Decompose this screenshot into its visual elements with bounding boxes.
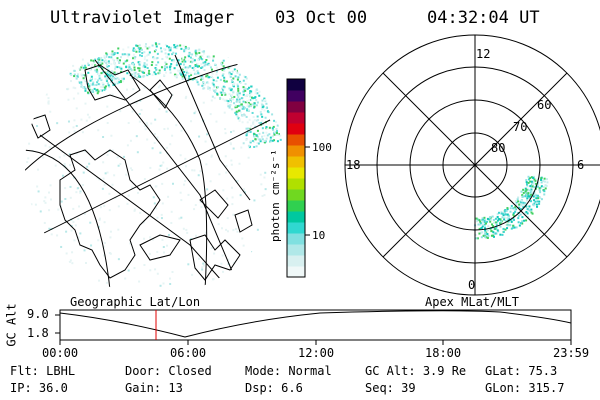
- colorbar-swatch: [287, 255, 305, 267]
- dsp-field: Dsp: 6.6: [245, 381, 303, 395]
- mlat-label-60: 60: [537, 98, 551, 112]
- gc-alt-field: GC Alt: 3.9 Re: [365, 364, 467, 378]
- time-tick-0600: 06:00: [170, 346, 207, 360]
- colorbar-tick-10: 10: [312, 229, 325, 242]
- gc-alt-tick-low: 1.8: [27, 326, 49, 340]
- ip-value: 36.0: [38, 381, 68, 395]
- colorbar-swatch: [287, 211, 305, 223]
- colorbar-swatch: [287, 200, 305, 212]
- colorbar-swatch: [287, 222, 305, 234]
- gain-field: Gain: 13: [125, 381, 183, 395]
- instrument-title: Ultraviolet Imager: [50, 8, 235, 28]
- geographic-image-panel: [25, 42, 282, 291]
- time-tick-2359: 23:59: [553, 346, 590, 360]
- polar-mlat-mlt-plot: 12 18 6 0 60 70 80: [344, 34, 600, 296]
- colorbar-swatch: [287, 112, 305, 124]
- apex-mlat-mlt-label: Apex MLat/MLT: [425, 295, 519, 309]
- color-scale-bar: 100 10 photon cm⁻²s⁻¹: [269, 78, 332, 278]
- coastline-outlines: [29, 64, 253, 281]
- colorbar-swatch: [287, 156, 305, 168]
- flt-value: LBHL: [46, 364, 76, 378]
- colorbar-swatch: [287, 167, 305, 179]
- colorbar-swatch: [287, 233, 305, 245]
- colorbar-swatch: [287, 101, 305, 113]
- observation-time: 04:32:04 UT: [427, 8, 540, 28]
- mlt-label-6: 6: [577, 158, 584, 172]
- glon-value: 315.7: [528, 381, 565, 395]
- time-tick-1800: 18:00: [425, 346, 462, 360]
- glat-value: 75.3: [528, 364, 558, 378]
- altitude-curve: [59, 310, 572, 338]
- colorbar-swatch: [287, 178, 305, 190]
- colorbar-swatch: [287, 79, 305, 91]
- glon-field: GLon: 315.7: [485, 381, 565, 395]
- mode-value: Normal: [288, 364, 332, 378]
- mode-field: Mode: Normal: [245, 364, 332, 378]
- altitude-timeline: [55, 309, 572, 345]
- mlt-label-18: 18: [346, 158, 360, 172]
- geographic-grid: [25, 54, 271, 291]
- colorbar-swatch: [287, 145, 305, 157]
- colorbar-tick-100: 100: [312, 141, 332, 154]
- colorbar-swatch: [287, 266, 305, 278]
- colorbar-swatch: [287, 134, 305, 146]
- door-field: Door: Closed: [125, 364, 212, 378]
- gc-alt-axis-label: GC Alt: [4, 303, 19, 347]
- colorbar-unit-label: photon cm⁻²s⁻¹: [269, 149, 282, 242]
- geographic-lat-lon-label: Geographic Lat/Lon: [70, 295, 201, 309]
- colorbar-swatch: [287, 123, 305, 135]
- gc-alt-tick-high: 9.0: [27, 307, 49, 321]
- gain-value: 13: [168, 381, 183, 395]
- mlat-label-70: 70: [513, 120, 527, 134]
- time-tick-1200: 12:00: [298, 346, 335, 360]
- seq-value: 39: [401, 381, 416, 395]
- mlt-label-0: 0: [468, 278, 475, 292]
- colorbar-swatch: [287, 90, 305, 102]
- colorbar-swatch: [287, 244, 305, 256]
- polar-emission-dots: [473, 175, 549, 240]
- dsp-value: 6.6: [281, 381, 303, 395]
- time-tick-0000: 00:00: [42, 346, 79, 360]
- flt-field: Flt: LBHL: [10, 364, 76, 378]
- door-value: Closed: [168, 364, 212, 378]
- glat-field: GLat: 75.3: [485, 364, 558, 378]
- ip-field: IP: 36.0: [10, 381, 68, 395]
- seq-field: Seq: 39: [365, 381, 416, 395]
- mlat-label-80: 80: [491, 141, 505, 155]
- observation-date: 03 Oct 00: [275, 8, 368, 28]
- gc-alt-value: 3.9 Re: [422, 364, 467, 378]
- colorbar-swatch: [287, 189, 305, 201]
- mlt-label-12: 12: [476, 47, 490, 61]
